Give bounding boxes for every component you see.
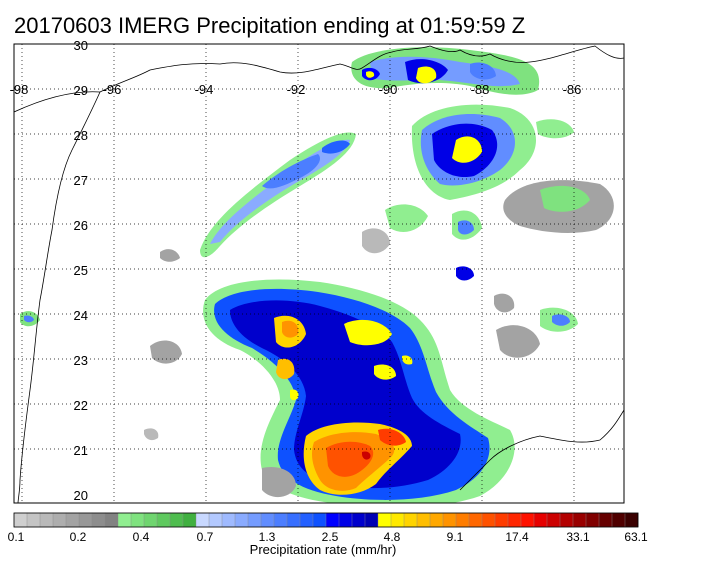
coastline [14, 45, 624, 503]
colorbar-tick-9: 33.1 [566, 530, 590, 544]
colorbar-cell [247, 512, 262, 528]
colorbar-cell [507, 512, 522, 528]
map-title: 20170603 IMERG Precipitation ending at 0… [14, 13, 526, 38]
colorbar-cell [481, 512, 496, 528]
lat-label-26: 26 [74, 218, 88, 233]
colorbar-cell [390, 512, 405, 528]
colorbar-cell [260, 512, 275, 528]
colorbar-cell [52, 512, 67, 528]
colorbar-tick-2: 0.4 [133, 530, 150, 544]
colorbar-tick-7: 9.1 [447, 530, 464, 544]
colorbar-cell [494, 512, 509, 528]
colorbar-cell [195, 512, 210, 528]
lat-label-30: 30 [74, 38, 88, 53]
colorbar-cell [351, 512, 366, 528]
colorbar-cell [403, 512, 418, 528]
colorbar-cell [559, 512, 574, 528]
lon-label-90: -90 [379, 82, 398, 97]
precipitation-layer [20, 47, 614, 503]
lat-label-29: 29 [74, 83, 88, 98]
colorbar-cell [598, 512, 613, 528]
colorbar-cell [143, 512, 158, 528]
colorbar-cell [182, 512, 197, 528]
colorbar-cell [286, 512, 301, 528]
lon-label-96: -96 [103, 82, 122, 97]
colorbar: 0.1 0.2 0.4 0.7 1.3 2.5 4.8 9.1 17.4 33.… [8, 512, 648, 557]
colorbar-cell [416, 512, 431, 528]
colorbar-tick-1: 0.2 [70, 530, 87, 544]
colorbar-frame [13, 512, 639, 528]
lat-label-24: 24 [74, 308, 88, 323]
colorbar-cell [273, 512, 288, 528]
colorbar-cell [455, 512, 470, 528]
colorbar-cell [611, 512, 626, 528]
lat-label-27: 27 [74, 173, 88, 188]
colorbar-cell [221, 512, 236, 528]
colorbar-cell [377, 512, 392, 528]
colorbar-cell [91, 512, 106, 528]
colorbar-cell [546, 512, 561, 528]
colorbar-cell [130, 512, 145, 528]
colorbar-cell [624, 512, 639, 528]
lat-label-25: 25 [74, 263, 88, 278]
colorbar-cell [325, 512, 340, 528]
colorbar-cell [156, 512, 171, 528]
colorbar-cell [299, 512, 314, 528]
colorbar-cell [39, 512, 54, 528]
colorbar-tick-5: 2.5 [322, 530, 339, 544]
colorbar-cell [117, 512, 132, 528]
map-frame [13, 43, 625, 504]
colorbar-tick-8: 17.4 [505, 530, 529, 544]
colorbar-title: Precipitation rate (mm/hr) [250, 542, 397, 557]
colorbar-cell [520, 512, 535, 528]
colorbar-cell [585, 512, 600, 528]
colorbar-cell [533, 512, 548, 528]
colorbar-cell [13, 512, 28, 528]
colorbar-cell [429, 512, 444, 528]
lon-label-86: -86 [563, 82, 582, 97]
latitude-labels: 30 29 28 27 26 25 24 23 22 21 20 [74, 38, 88, 503]
colorbar-cell [208, 512, 223, 528]
lat-label-23: 23 [74, 353, 88, 368]
colorbar-cell [169, 512, 184, 528]
lon-label-98: -98 [10, 82, 29, 97]
colorbar-cell [312, 512, 327, 528]
colorbar-cell [442, 512, 457, 528]
lon-label-88: -88 [471, 82, 490, 97]
lat-label-21: 21 [74, 443, 88, 458]
lat-label-28: 28 [74, 128, 88, 143]
colorbar-tick-6: 4.8 [384, 530, 401, 544]
colorbar-cell [104, 512, 119, 528]
colorbar-cell [65, 512, 80, 528]
colorbar-tick-4: 1.3 [259, 530, 276, 544]
colorbar-tick-10: 63.1 [624, 530, 648, 544]
lat-lon-grid [14, 44, 624, 503]
colorbar-cell [364, 512, 379, 528]
lon-label-92: -92 [287, 82, 306, 97]
colorbar-cell [26, 512, 41, 528]
colorbar-cell [572, 512, 587, 528]
colorbar-tick-0: 0.1 [8, 530, 25, 544]
colorbar-cell [234, 512, 249, 528]
colorbar-cell [78, 512, 93, 528]
lat-label-22: 22 [74, 398, 88, 413]
colorbar-cell [468, 512, 483, 528]
lat-label-20: 20 [74, 488, 88, 503]
lon-label-94: -94 [195, 82, 214, 97]
colorbar-cell [338, 512, 353, 528]
colorbar-cells [13, 512, 639, 528]
colorbar-tick-3: 0.7 [197, 530, 214, 544]
